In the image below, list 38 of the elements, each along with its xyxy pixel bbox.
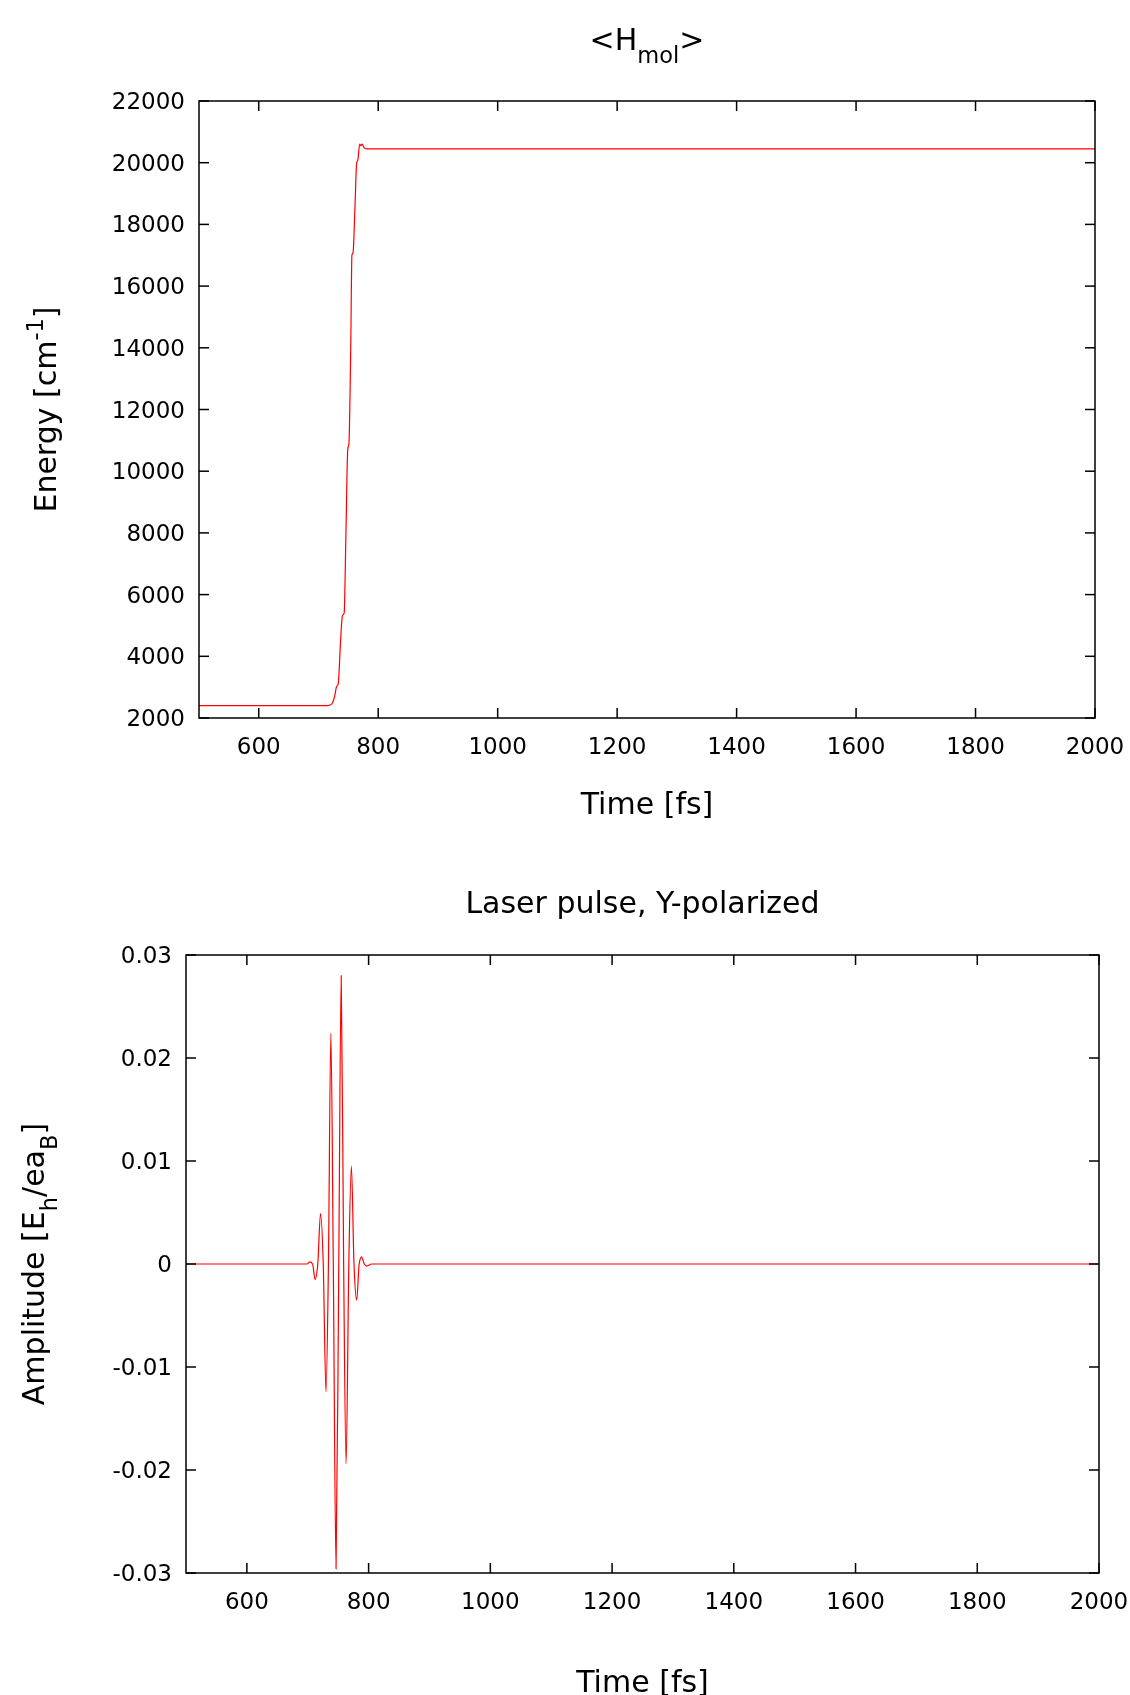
x-tick-label: 1000 bbox=[468, 733, 527, 759]
y-tick-label: 6000 bbox=[126, 581, 185, 608]
y-tick-label: -0.03 bbox=[112, 1560, 172, 1586]
x-tick-label: 800 bbox=[356, 733, 401, 759]
chart-title: <H$_{mol}$> bbox=[589, 22, 705, 68]
y-tick-label: 0.01 bbox=[120, 1148, 172, 1174]
y-tick-label: 20000 bbox=[111, 149, 185, 176]
y-tick-label: 16000 bbox=[111, 273, 185, 300]
x-tick-label: 1200 bbox=[587, 733, 647, 759]
y-tick-label: 0.02 bbox=[120, 1045, 172, 1071]
chart-title: Laser pulse, Y-polarized bbox=[465, 885, 820, 920]
x-tick-label: 1600 bbox=[826, 733, 886, 759]
x-axis-title: Time [fs] bbox=[579, 786, 714, 821]
y-tick-label: 2000 bbox=[126, 705, 185, 731]
y-tick-label: 0.03 bbox=[120, 942, 172, 968]
y-tick-label: 10000 bbox=[111, 458, 185, 485]
y-tick-label: 22000 bbox=[111, 88, 185, 114]
x-tick-label: 1800 bbox=[947, 1588, 1007, 1614]
x-tick-label: 1800 bbox=[946, 733, 1005, 759]
y-tick-label: 8000 bbox=[126, 519, 185, 546]
y-tick-label: 12000 bbox=[111, 396, 185, 423]
y-tick-label: -0.01 bbox=[112, 1354, 172, 1380]
y-tick-label: 0 bbox=[157, 1251, 172, 1277]
x-tick-label: 2000 bbox=[1069, 1588, 1129, 1614]
x-tick-label: 2000 bbox=[1065, 733, 1125, 759]
x-tick-label: 1000 bbox=[461, 1588, 520, 1614]
x-tick-label: 1600 bbox=[826, 1588, 885, 1614]
y-tick-label: 18000 bbox=[111, 211, 185, 238]
x-tick-label: 600 bbox=[224, 1588, 269, 1614]
x-tick-label: 600 bbox=[236, 733, 281, 759]
x-tick-label: 1400 bbox=[707, 733, 766, 759]
y-tick-label: -0.02 bbox=[112, 1457, 172, 1483]
x-tick-label: 1400 bbox=[704, 1588, 764, 1614]
y-tick-label: 14000 bbox=[111, 334, 185, 361]
x-tick-label: 800 bbox=[346, 1588, 391, 1614]
y-tick-label: 4000 bbox=[126, 643, 185, 670]
x-tick-label: 1200 bbox=[582, 1588, 642, 1614]
line-series bbox=[199, 143, 1095, 707]
